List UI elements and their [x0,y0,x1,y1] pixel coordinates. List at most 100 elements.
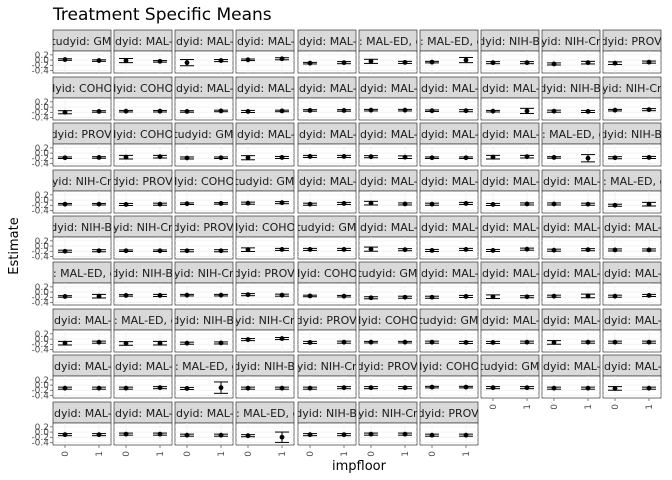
y-tick-label: -0.4 [31,159,49,169]
data-point [245,109,251,114]
facet-plot-area [52,329,112,353]
facet-panel: studyid: MAL-ED [113,401,173,446]
data-point [368,200,374,206]
data-point [62,294,68,299]
data-point [341,247,347,252]
facet-plot-area [52,50,112,74]
facet-plot-area [235,190,295,214]
data-point [157,108,163,114]
facet-plot-area [113,282,173,306]
facet-strip-label: studyid: COHORTS [92,128,194,141]
facet-plot-area [52,422,112,446]
facet-plot-area [235,50,295,74]
facet-panel: studyid: MAL-ED [113,354,173,399]
facet-strip-label: studyid: MAL-ED [343,175,433,188]
y-tick-label: -0.2 [31,154,49,164]
facet-plot-area [174,50,234,74]
data-point [123,431,129,437]
facet-panel: studyid: NIH-Birth [94,261,192,306]
data-point [307,154,313,159]
data-point [245,292,251,298]
facet-plot-area [358,375,418,399]
facet-strip-label: studyid: MAL-ED [404,175,494,188]
facet-strip-label: studyid: COHORTS [92,82,194,95]
data-point [307,247,313,252]
facet-strip-label: studyid: PROVIDE [156,221,253,234]
data-point [157,248,163,254]
data-point [612,202,618,208]
facet-strip-label: studyid: NIH-Birth [216,360,314,373]
facet-strip-label: studyid: COHORTS [153,175,255,188]
data-point [307,60,313,66]
data-point [123,108,129,114]
data-point [429,248,435,253]
x-tick-label: 0 [489,404,499,410]
data-point [218,340,224,346]
data-point [341,60,347,66]
facet-panel: studyid: GMS [358,261,418,306]
facet-panel: studyid: MAL-ED, country [602,169,662,214]
facet-panel: studyid: MAL-ED [541,169,601,214]
facet-strip-label: studyid: MAL-ED, country [12,267,152,280]
y-tick-label: 0.2 [35,423,49,433]
facet-strip-label: studyid: NIH-Crypto [28,175,136,188]
facet-panel: studyid: MAL-ED [541,215,601,260]
x-tick-label: 0 [183,451,193,457]
facet-strip-label: studyid: MAL-ED, country [501,128,641,141]
facet-plot-area [358,190,418,214]
facet-strip-label: studyid: MAL-ED [465,267,555,280]
facet-strip-label: studyid: MAL-ED [465,82,555,95]
facet-plot-area [602,97,662,121]
facet-plot-area [52,143,112,167]
data-point [490,154,496,160]
data-point [646,293,652,298]
facet-plot-area [480,282,540,306]
data-point [218,432,224,438]
facet-plot-area [419,143,479,167]
data-point [402,107,408,113]
facet-plot-area [541,329,601,353]
y-tick-label: -0.4 [31,438,49,448]
data-point [279,292,285,298]
facet-strip-label: studyid: PROVIDE [401,407,498,420]
facet-strip-label: studyid: MAL-ED [465,221,555,234]
facet-panel: studyid: PROVIDE [156,215,253,260]
data-point [368,385,374,391]
x-tick-label: 1 [95,451,105,457]
facet-plot-area [358,97,418,121]
facet-plot-area [297,375,357,399]
data-point [490,294,496,300]
facet-plot-area [480,236,540,260]
facet-panel: studyid: MAL-ED [343,169,433,214]
facet-plot-area [541,97,601,121]
data-point [245,385,251,391]
facet-strip-label: studyid: MAL-ED, country [379,35,519,48]
facet-strip-label: studyid: GMS [413,314,486,327]
facet-panel: studyid: MAL-ED [404,169,494,214]
facet-strip-label: studyid: NIH-Crypto [517,35,625,48]
data-point [463,294,469,299]
facet-strip-label: studyid: NIH-Birth [94,267,192,280]
data-point [123,154,129,160]
facet-strip-label: studyid: MAL-ED [404,128,494,141]
data-point [157,385,163,391]
facet-strip-label: studyid: MAL-ED [526,360,616,373]
facet-plot-area [419,282,479,306]
facet-panel: studyid: MAL-ED [358,122,418,167]
facet-panel: studyid: GMS [413,308,486,353]
facet-panel: studyid: MAL-ED, country [235,401,295,446]
data-point [62,432,68,438]
data-point [62,340,68,346]
facet-panel: studyid: NIH-Birth 0.20.0-0.2-0.4 [31,215,112,262]
facet-plot-area [541,50,601,74]
data-point [218,385,224,391]
data-point [463,57,469,63]
x-tick-label: 1 [156,451,166,457]
facet-panel: studyid: NIH-Birth [602,122,662,167]
facet-strip-label: studyid: MAL-ED [220,82,310,95]
facet-strip-label: studyid: MAL-ED [587,314,672,327]
data-point [307,201,313,207]
facet-plot-area [113,143,173,167]
facet-plot-area [52,190,112,214]
facet-plot-area [480,190,540,214]
